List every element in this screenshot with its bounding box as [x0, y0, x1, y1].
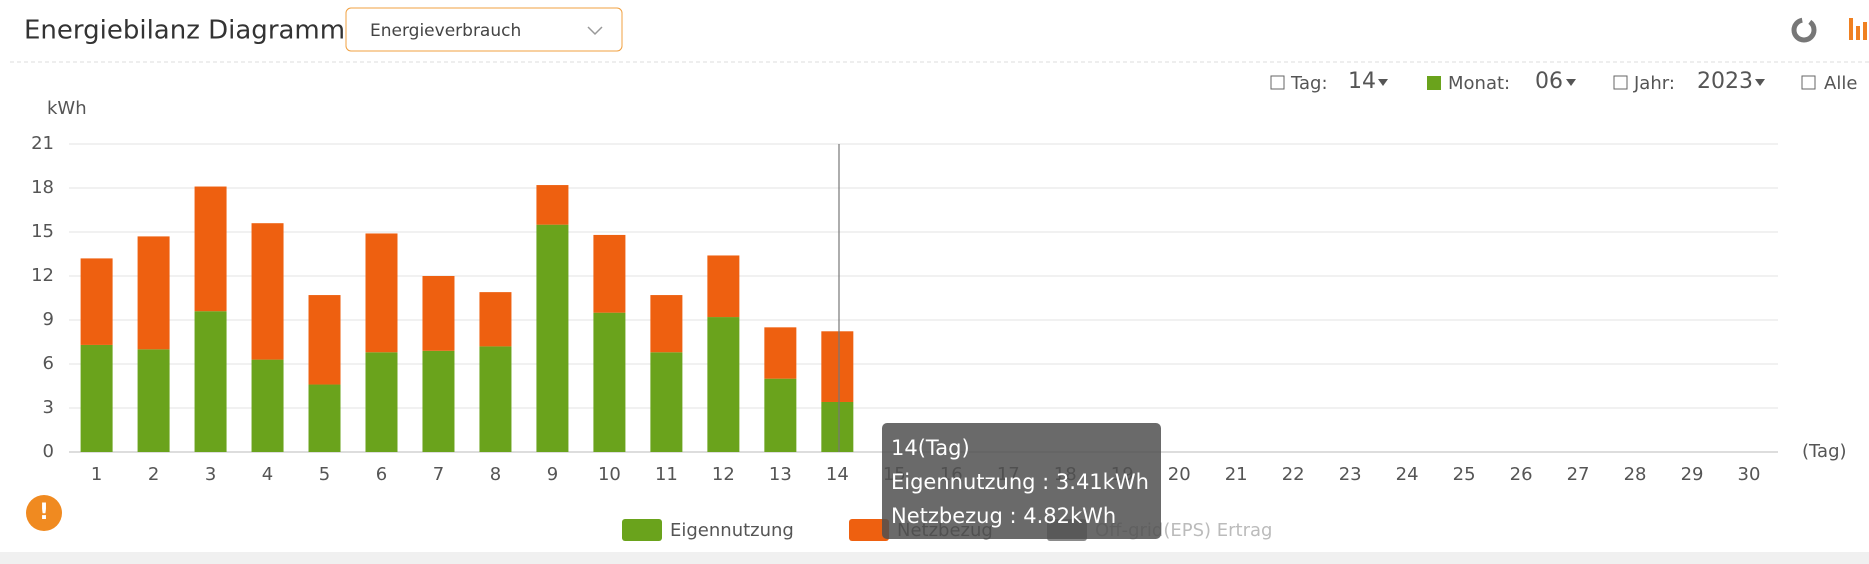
- bar-segment: [137, 349, 170, 452]
- bar-segment: [194, 311, 227, 452]
- x-tick-label: 21: [1225, 464, 1248, 485]
- x-tick-label: 27: [1567, 464, 1590, 485]
- x-tick-label: 26: [1510, 464, 1533, 485]
- tooltip: [882, 423, 1161, 539]
- y-tick-label: 0: [43, 441, 54, 462]
- x-tick-label: 13: [769, 464, 792, 485]
- x-tick-label: 2: [148, 464, 159, 485]
- checkbox[interactable]: [1801, 75, 1816, 90]
- y-axis-unit: kWh: [47, 98, 87, 119]
- y-tick-label: 15: [31, 221, 54, 242]
- day-select[interactable]: 14: [1348, 69, 1376, 94]
- control-label: Monat:: [1448, 73, 1510, 94]
- bar-segment: [194, 186, 227, 312]
- y-tick-label: 21: [31, 133, 54, 154]
- x-tick-label: 5: [319, 464, 330, 485]
- bar-segment: [80, 258, 113, 345]
- bar-segment: [137, 236, 170, 350]
- bar-segment: [593, 312, 626, 452]
- tooltip-line: Netzbezug : 4.82kWh: [891, 504, 1116, 528]
- y-tick-label: 9: [43, 309, 54, 330]
- bar-segment: [536, 185, 569, 225]
- control-label: Tag:: [1290, 73, 1328, 94]
- select-arrow: [1755, 79, 1765, 86]
- legend-swatch: [622, 519, 662, 541]
- x-tick-label: 24: [1396, 464, 1419, 485]
- x-tick-label: 20: [1168, 464, 1191, 485]
- x-tick-label: 3: [205, 464, 216, 485]
- control-label: Alle: [1824, 73, 1857, 94]
- bar-segment: [821, 401, 854, 452]
- bar-segment: [536, 224, 569, 452]
- x-tick-label: 12: [712, 464, 735, 485]
- bar-segment: [479, 346, 512, 452]
- bar-segment: [707, 255, 740, 318]
- month-select[interactable]: 06: [1535, 69, 1563, 94]
- x-tick-label: 29: [1681, 464, 1704, 485]
- legend-swatch: [849, 519, 889, 541]
- bar-segment: [479, 292, 512, 347]
- bar-segment: [251, 223, 284, 360]
- bar-segment: [308, 295, 341, 385]
- x-tick-label: 6: [376, 464, 387, 485]
- bar-segment: [764, 378, 797, 452]
- page-title: Energiebilanz Diagramm: [24, 16, 345, 46]
- select-arrow: [1566, 79, 1576, 86]
- checkbox[interactable]: [1270, 75, 1285, 90]
- year-select[interactable]: 2023: [1697, 69, 1753, 94]
- bar-segment: [422, 276, 455, 351]
- x-tick-label: 11: [655, 464, 678, 485]
- control-label: Jahr:: [1633, 73, 1675, 94]
- x-tick-label: 28: [1624, 464, 1647, 485]
- checkbox[interactable]: [1613, 75, 1628, 90]
- legend-label: Eigennutzung: [670, 520, 794, 541]
- y-tick-label: 12: [31, 265, 54, 286]
- y-tick-label: 3: [43, 397, 54, 418]
- x-tick-label: 25: [1453, 464, 1476, 485]
- x-tick-label: 22: [1282, 464, 1305, 485]
- x-tick-label: 9: [547, 464, 558, 485]
- bar-segment: [365, 233, 398, 353]
- bar-segment: [650, 352, 683, 452]
- x-tick-label: 7: [433, 464, 444, 485]
- warning-mark: !: [39, 500, 49, 525]
- x-tick-label: 10: [598, 464, 621, 485]
- dropdown[interactable]: [345, 7, 623, 52]
- x-axis-unit: (Tag): [1802, 441, 1847, 462]
- x-tick-label: 14: [826, 464, 849, 485]
- bar-segment: [764, 327, 797, 379]
- bar-segment: [251, 359, 284, 452]
- checkbox-checked[interactable]: [1427, 76, 1441, 90]
- bar-icon[interactable]: [1849, 18, 1867, 40]
- bar-segment: [593, 234, 626, 313]
- bar-segment: [707, 317, 740, 452]
- bar-segment: [365, 352, 398, 452]
- x-tick-label: 30: [1738, 464, 1761, 485]
- x-tick-label: 23: [1339, 464, 1362, 485]
- bar-segment: [80, 344, 113, 452]
- x-tick-label: 8: [490, 464, 501, 485]
- x-tick-label: 1: [91, 464, 102, 485]
- y-tick-label: 18: [31, 177, 54, 198]
- bar-segment: [650, 295, 683, 353]
- warning-icon[interactable]: [26, 495, 62, 531]
- bar-segment: [308, 384, 341, 452]
- x-tick-label: 4: [262, 464, 273, 485]
- dropdown-arrow: [587, 26, 603, 36]
- select-arrow: [1378, 79, 1388, 86]
- bar-segment: [821, 331, 854, 402]
- pie-icon[interactable]: [1791, 17, 1817, 43]
- bar-segment: [422, 350, 455, 452]
- tooltip-title: 14(Tag): [891, 436, 970, 460]
- y-tick-label: 6: [43, 353, 54, 374]
- dropdown-value[interactable]: Energieverbrauch: [370, 21, 521, 41]
- tooltip-line: Eigennutzung : 3.41kWh: [891, 470, 1149, 494]
